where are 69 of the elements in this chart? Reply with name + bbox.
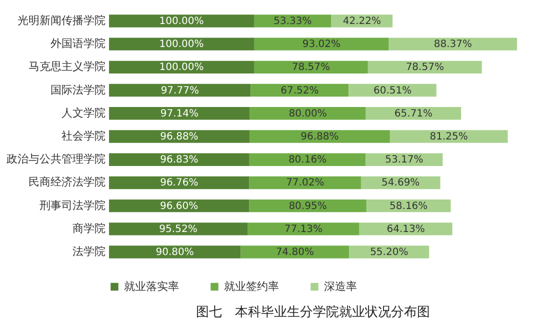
- y-tick-label: 马克思主义学院: [28, 60, 106, 74]
- data-label: 78.57%: [406, 62, 444, 74]
- text: 图七 本科毕业生分学院就业状况分布图: [196, 305, 430, 320]
- y-tick-label: 外国语学院: [50, 37, 106, 50]
- data-label: 67.52%: [280, 85, 319, 96]
- bar: [109, 222, 248, 236]
- data-label: 65.71%: [394, 108, 433, 120]
- data-label: 80.16%: [288, 154, 327, 166]
- y-tick-label: 政治与公共管理学院: [6, 152, 106, 166]
- bar: [109, 176, 250, 190]
- y-tick-label: 商学院: [72, 222, 106, 235]
- y-tick-label: 刑事司法学院: [40, 198, 106, 212]
- data-label: 58.16%: [390, 200, 428, 212]
- data-label: 96.60%: [160, 200, 198, 212]
- bar: [109, 84, 251, 97]
- bar: [109, 153, 250, 166]
- y-tick-label: 光明新闻传播学院: [18, 14, 106, 27]
- legend-label: 就业签约率: [224, 280, 279, 293]
- data-label: 60.51%: [373, 85, 412, 96]
- data-label: 42.22%: [342, 16, 381, 27]
- data-label: 81.25%: [430, 132, 468, 142]
- data-label: 96.83%: [160, 154, 198, 166]
- data-label: 97.14%: [160, 108, 198, 120]
- legend-label: 深造率: [324, 280, 357, 293]
- bar: [109, 246, 241, 258]
- data-label: 88.37%: [434, 39, 472, 50]
- data-label: 80.95%: [288, 200, 327, 212]
- data-label: 96.88%: [300, 132, 339, 142]
- data-label: 97.77%: [160, 85, 199, 96]
- bar: [109, 38, 254, 50]
- bar: [240, 246, 350, 258]
- data-label: 54.69%: [382, 178, 420, 189]
- data-label: 77.02%: [286, 178, 324, 189]
- data-label: 64.13%: [386, 224, 425, 235]
- bar: [359, 222, 452, 236]
- data-label: 53.33%: [274, 16, 312, 27]
- data-label: 74.80%: [276, 247, 314, 258]
- bar: [109, 60, 254, 74]
- legend-label: 就业落实率: [124, 280, 179, 293]
- data-label: 96.76%: [160, 178, 198, 189]
- bar: [109, 14, 254, 28]
- bar: [368, 60, 482, 74]
- bar: [254, 38, 389, 50]
- bar: [390, 130, 508, 143]
- bar: [248, 222, 360, 236]
- data-label: 90.80%: [156, 247, 194, 258]
- data-label: 95.52%: [159, 224, 198, 235]
- data-label: 53.17%: [385, 154, 424, 166]
- bar: [249, 130, 390, 143]
- bar: [249, 176, 361, 190]
- data-label: 78.57%: [292, 62, 330, 74]
- bar: [254, 60, 368, 74]
- y-tick-label: 法学院: [72, 245, 106, 258]
- data-label: 80.00%: [288, 108, 327, 120]
- y-tick-label: 国际法学院: [50, 83, 106, 96]
- y-tick-label: 社会学院: [62, 130, 106, 142]
- y-tick-label: 民商经济法学院: [28, 176, 106, 189]
- bar: [109, 130, 250, 143]
- bar: [109, 199, 250, 212]
- y-tick-label: 人文学院: [62, 106, 106, 120]
- data-label: 77.13%: [284, 224, 322, 235]
- data-label: 93.02%: [302, 39, 340, 50]
- data-label: 96.88%: [160, 132, 198, 142]
- data-label: 100.00%: [159, 62, 204, 74]
- bar: [388, 38, 517, 50]
- data-label: 100.00%: [159, 16, 204, 27]
- bar: [109, 107, 250, 120]
- data-label: 55.20%: [370, 247, 408, 258]
- data-label: 100.00%: [159, 39, 204, 50]
